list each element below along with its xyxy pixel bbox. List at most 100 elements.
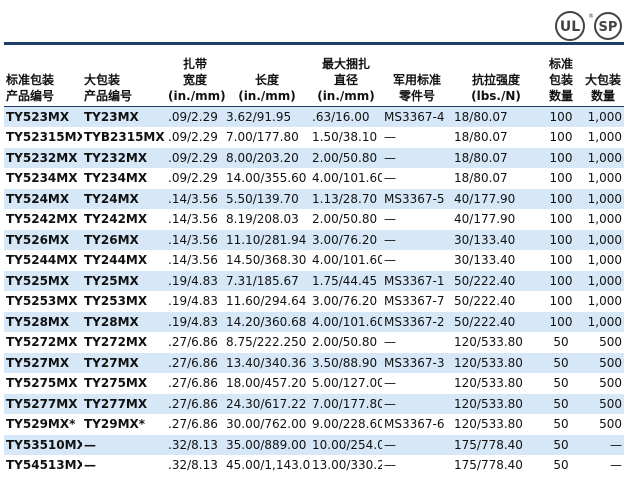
- cell-max-diameter: 13.00/330.20: [310, 455, 382, 476]
- cell-bulk-qty: 500: [582, 332, 624, 353]
- cell-length: 14.20/360.68: [224, 311, 310, 333]
- header-std-part: 标准包装 产品编号: [4, 42, 82, 107]
- cell-length: 18.00/457.20: [224, 373, 310, 394]
- cell-std-part: TY5253MX: [4, 291, 82, 312]
- cell-mil-part: —: [382, 434, 452, 456]
- cell-std-qty: 50: [540, 373, 582, 394]
- ul-logo-text: UL: [560, 19, 580, 35]
- cell-bulk-part: TY234MX: [82, 168, 166, 189]
- cell-max-diameter: 9.00/228.60: [310, 414, 382, 435]
- cell-width: .32/8.13: [166, 434, 224, 456]
- cell-length: 30.00/762.00: [224, 414, 310, 435]
- cell-max-diameter: .63/16.00: [310, 106, 382, 128]
- cell-width: .27/6.86: [166, 332, 224, 353]
- table-row: TY5253MX TY253MX .19/4.83 11.60/294.64 3.00/…: [4, 291, 624, 312]
- table-row: TY529MX* TY29MX* .27/6.86 30.00/762.00 9.00/…: [4, 414, 624, 435]
- header-length: 长度 (in./mm): [224, 42, 310, 107]
- cell-bulk-part: TY272MX: [82, 332, 166, 353]
- cell-bulk-qty: 1,000: [582, 250, 624, 271]
- table-row: TY5275MX TY275MX .27/6.86 18.00/457.20 5.00/…: [4, 373, 624, 394]
- cell-tensile: 120/533.80: [452, 414, 540, 435]
- cell-tensile: 175/778.40: [452, 455, 540, 476]
- cell-std-qty: 100: [540, 127, 582, 148]
- cell-bulk-part: TY29MX*: [82, 414, 166, 435]
- cell-length: 13.40/340.36: [224, 352, 310, 374]
- cell-length: 8.75/222.250: [224, 332, 310, 353]
- cell-tensile: 40/177.90: [452, 188, 540, 210]
- cell-std-qty: 100: [540, 270, 582, 292]
- cell-std-part: TY5234MX: [4, 168, 82, 189]
- table-row: TY5277MX TY277MX .27/6.86 24.30/617.22 7.00/…: [4, 393, 624, 415]
- cell-mil-part: MS3367-5: [382, 188, 452, 210]
- cell-width: .09/2.29: [166, 106, 224, 128]
- table-row: TY5234MX TY234MX .09/2.29 14.00/355.60 4.00/…: [4, 168, 624, 189]
- cell-std-qty: 100: [540, 229, 582, 251]
- cell-length: 14.50/368.30: [224, 250, 310, 271]
- cell-mil-part: MS3367-3: [382, 352, 452, 374]
- cell-bulk-part: —: [82, 434, 166, 456]
- cell-bulk-part: —: [82, 455, 166, 476]
- cell-bulk-part: TY275MX: [82, 373, 166, 394]
- cell-mil-part: MS3367-1: [382, 270, 452, 292]
- cell-max-diameter: 3.50/88.90: [310, 352, 382, 374]
- cell-std-qty: 100: [540, 209, 582, 230]
- cell-bulk-qty: 500: [582, 373, 624, 394]
- cell-std-part: TY527MX: [4, 352, 82, 374]
- cell-bulk-part: TY25MX: [82, 270, 166, 292]
- table-row: TY53510MX†—.32/8.1335.00/889.0010.00/254…: [4, 434, 624, 456]
- csa-logo: SP: [594, 12, 622, 40]
- cell-bulk-part: TY242MX: [82, 209, 166, 230]
- cell-bulk-part: TY277MX: [82, 393, 166, 415]
- cell-std-qty: 100: [540, 250, 582, 271]
- cell-bulk-part: TY24MX: [82, 188, 166, 210]
- cell-length: 7.00/177.80: [224, 127, 310, 148]
- cable-tie-spec-table: 标准包装 产品编号 大包装 产品编号 扎带 宽度 (in./mm) 长度 (in…: [4, 42, 624, 476]
- csa-logo-text: SP: [599, 20, 618, 35]
- cell-tensile: 175/778.40: [452, 434, 540, 456]
- cell-std-part: TY525MX: [4, 270, 82, 292]
- header-row: 标准包装 产品编号 大包装 产品编号 扎带 宽度 (in./mm) 长度 (in…: [4, 42, 624, 107]
- cell-mil-part: —: [382, 373, 452, 394]
- cell-length: 3.62/91.95: [224, 106, 310, 128]
- cell-bulk-part: TY23MX: [82, 106, 166, 128]
- cell-std-qty: 100: [540, 291, 582, 312]
- cell-max-diameter: 4.00/101.60: [310, 311, 382, 333]
- cell-mil-part: MS3367-7: [382, 291, 452, 312]
- cell-std-qty: 100: [540, 168, 582, 189]
- table-row: TY5232MX TY232MX .09/2.29 8.00/203.20 2.00/5…: [4, 147, 624, 169]
- cell-max-diameter: 10.00/254.00: [310, 434, 382, 456]
- cell-std-part: TY5277MX: [4, 393, 82, 415]
- table-row: TY527MX TY27MX .27/6.86 13.40/340.36 3.50/88…: [4, 352, 624, 374]
- cell-mil-part: —: [382, 147, 452, 169]
- cell-length: 8.00/203.20: [224, 147, 310, 169]
- cell-max-diameter: 2.00/50.80: [310, 147, 382, 169]
- cell-std-part: TY523MX: [4, 106, 82, 128]
- cell-width: .19/4.83: [166, 291, 224, 312]
- cell-std-part: TY5242MX: [4, 209, 82, 230]
- cell-max-diameter: 3.00/76.20: [310, 229, 382, 251]
- cell-max-diameter: 4.00/101.60: [310, 168, 382, 189]
- table-row: TY54513MX†—.32/8.1345.00/1,143.0013.00/3…: [4, 455, 624, 476]
- cell-width: .09/2.29: [166, 168, 224, 189]
- cell-bulk-qty: 1,000: [582, 291, 624, 312]
- cell-bulk-qty: 1,000: [582, 229, 624, 251]
- cell-width: .32/8.13: [166, 455, 224, 476]
- cell-std-qty: 50: [540, 393, 582, 415]
- cell-bulk-qty: 500: [582, 414, 624, 435]
- cell-width: .09/2.29: [166, 127, 224, 148]
- cell-bulk-qty: —: [582, 434, 624, 456]
- cell-width: .27/6.86: [166, 373, 224, 394]
- cell-std-part: TY524MX: [4, 188, 82, 210]
- cell-bulk-qty: 1,000: [582, 270, 624, 292]
- table-row: TY528MX TY28MX .19/4.83 14.20/360.68 4.00/10…: [4, 311, 624, 333]
- cell-tensile: 18/80.07: [452, 168, 540, 189]
- cell-mil-part: —: [382, 168, 452, 189]
- cell-mil-part: MS3367-6: [382, 414, 452, 435]
- cell-max-diameter: 1.75/44.45: [310, 270, 382, 292]
- certification-logos: UL ® SP: [512, 6, 622, 46]
- table-body: TY523MX TY23MX .09/2.29 3.62/91.95.63/16.00…: [4, 106, 624, 476]
- cell-std-part: TY52315MX: [4, 127, 82, 148]
- cell-tensile: 30/133.40: [452, 229, 540, 251]
- cell-std-part: TY529MX*: [4, 414, 82, 435]
- header-max-diameter: 最大捆扎 直径 (in./mm): [310, 42, 382, 107]
